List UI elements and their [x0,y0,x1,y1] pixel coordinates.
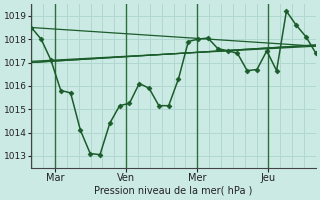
X-axis label: Pression niveau de la mer( hPa ): Pression niveau de la mer( hPa ) [94,186,253,196]
